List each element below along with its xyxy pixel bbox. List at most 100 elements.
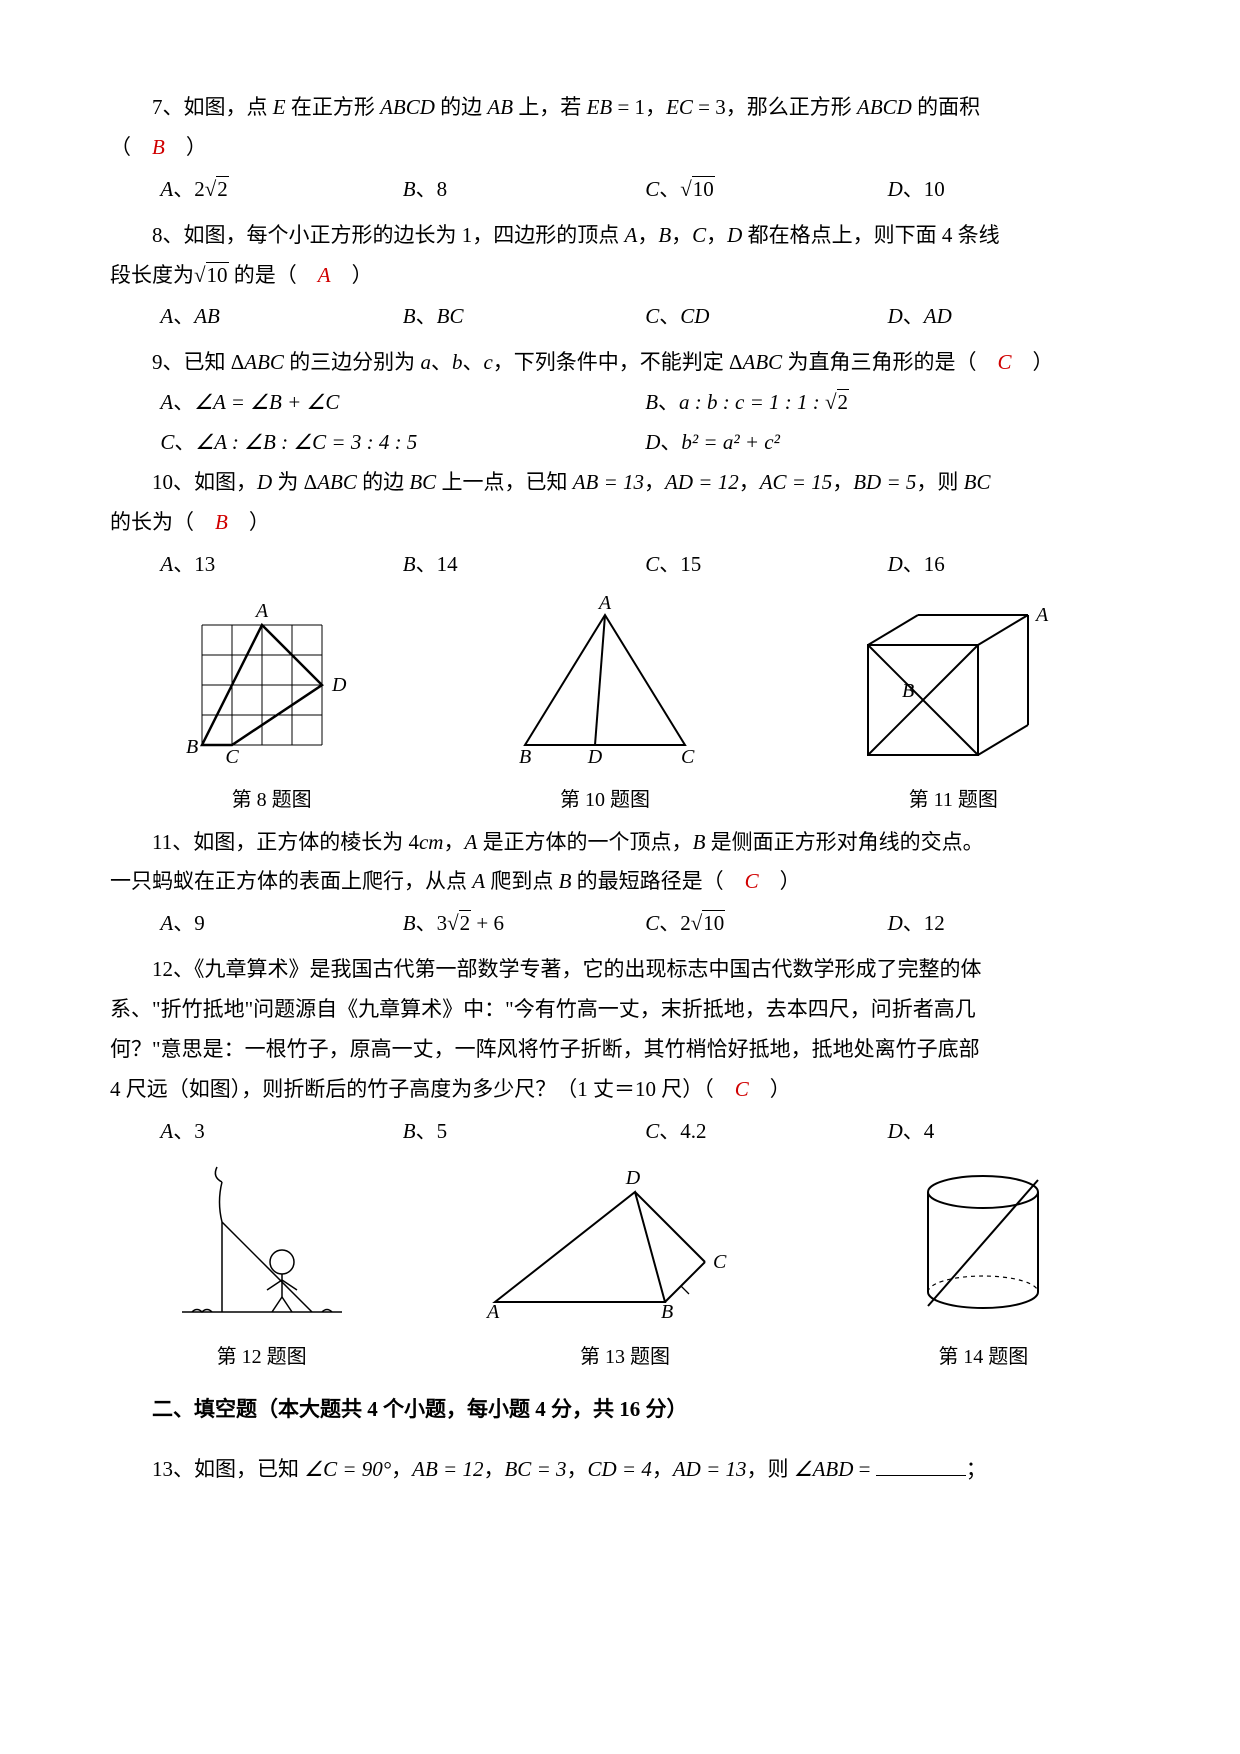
q7-optA: A、22 — [160, 170, 402, 210]
q7-tend: 的面积 — [912, 95, 980, 119]
q10-m3: 上一点，已知 — [436, 470, 573, 494]
q11A-v: 9 — [194, 911, 205, 935]
q13-line1: 13、如图，已知 ∠C = 90°，AB = 12，BC = 3，CD = 4，… — [110, 1450, 1130, 1490]
q10C-v: 15 — [680, 552, 701, 576]
q9-optB: B、a : b : c = 1 : 1 : 2 — [645, 383, 1130, 423]
q11A-l: A — [160, 911, 173, 935]
q11-options: A、9 B、32 + 6 C、210 D、12 — [110, 904, 1130, 944]
q10-c1: ， — [644, 470, 665, 494]
q11-B2: B — [559, 869, 572, 893]
q9-line1: 9、已知 ΔABC 的三边分别为 a、b、c，下列条件中，不能判定 ΔABC 为… — [110, 343, 1130, 383]
q10D-l: D — [888, 552, 903, 576]
q7-popen: （ — [110, 135, 152, 159]
q10-ABC: ABC — [317, 470, 357, 494]
q10-optB: B、14 — [403, 545, 645, 585]
q10-line1: 10、如图，D 为 ΔABC 的边 BC 上一点，已知 AB = 13，AD =… — [110, 463, 1130, 503]
q12-line3: 何？"意思是：一根竹子，原高一丈，一阵风将竹子折断，其竹梢恰好抵地，抵地处离竹子… — [110, 1030, 1130, 1070]
fig12-svg — [172, 1162, 352, 1322]
fig-q14: 第 14 题图 — [898, 1162, 1068, 1376]
q11B-sqrt: 2 — [447, 904, 471, 944]
f8-A: A — [254, 600, 269, 622]
q9-pre: 9、已知 Δ — [152, 350, 244, 374]
q11B-pre: 3 — [437, 911, 448, 935]
q7-line1: 7、如图，点 E 在正方形 ABCD 的边 AB 上，若 EB = 1，EC =… — [110, 88, 1130, 128]
q8-optC: C、CD — [645, 297, 887, 337]
f11-A: A — [1034, 604, 1049, 626]
q8A-v: AB — [194, 304, 220, 328]
q9B-l: B — [645, 390, 658, 414]
f11-B: B — [902, 680, 914, 702]
q10-answer: B — [215, 510, 228, 534]
q9B-sqrt: 2 — [825, 383, 849, 423]
q12-line2: 系、"折竹抵地"问题源自《九章算术》中："今有竹高一丈，末折抵地，去本四尺，问折… — [110, 990, 1130, 1030]
optB-sep: 、 — [416, 177, 437, 201]
q11-line2: 一只蚂蚁在正方体的表面上爬行，从点 A 爬到点 B 的最短路径是（ C ） — [110, 862, 1130, 902]
q8-pre: 8、如图，每个小正方形的边长为 1，四边形的顶点 — [152, 223, 625, 247]
q12-line1: 12、《九章算术》是我国古代第一部数学专著，它的出现标志中国古代数学形成了完整的… — [110, 950, 1130, 990]
f10-B: B — [519, 746, 531, 765]
q8-rad: 10 — [206, 262, 229, 287]
q11-pclose: ） — [759, 869, 801, 893]
q9-optD: D、b² = a² + c² — [645, 423, 1130, 463]
q12-optC: C、4.2 — [645, 1112, 887, 1152]
q7-t1: 在正方形 — [286, 95, 381, 119]
q7-t3: 上，若 — [513, 95, 587, 119]
figure-row-1: A D B C 第 8 题图 A B D C 第 10 题图 — [110, 595, 1130, 819]
q12-answer: C — [735, 1077, 749, 1101]
q12D-s: 、 — [903, 1119, 924, 1143]
optB-label: B — [403, 177, 416, 201]
q11-pre: 11、如图，正方体的棱长为 4 — [152, 830, 419, 854]
q8C-v: CD — [680, 304, 709, 328]
q11-c0: ， — [443, 830, 464, 854]
fig13-caption: 第 13 题图 — [475, 1338, 775, 1376]
q11-A: A — [464, 830, 477, 854]
q7-eq1: = 1 — [612, 95, 645, 119]
q9A-s: 、 — [173, 390, 194, 414]
q9-end: 为直角三角形的是（ — [782, 350, 997, 374]
q12A-v: 3 — [194, 1119, 205, 1143]
q13-pre: 13、如图，已知 — [152, 1457, 304, 1481]
optA-pre: 2 — [194, 177, 205, 201]
q11B-post: + 6 — [471, 911, 504, 935]
q13-c3: ， — [567, 1457, 588, 1481]
optC-rad: 10 — [692, 176, 715, 201]
q8-c2: ， — [671, 223, 692, 247]
q13-e6: ∠ABD — [794, 1457, 854, 1481]
q8C-s: 、 — [659, 304, 680, 328]
q8D-v: AD — [924, 304, 952, 328]
fig11-caption: 第 11 题图 — [838, 781, 1068, 819]
q11C-rad: 10 — [702, 910, 725, 935]
q10-e3: AC = 15 — [760, 470, 833, 494]
q13-e2: AB = 12 — [412, 1457, 483, 1481]
f10-A: A — [597, 595, 612, 614]
q7-eq2: = 3 — [693, 95, 726, 119]
q10-line2: 的长为（ B ） — [110, 503, 1130, 543]
q12C-l: C — [645, 1119, 659, 1143]
q10-BC: BC — [409, 470, 436, 494]
q7-t4: ，那么正方形 — [726, 95, 857, 119]
q10-c2: ， — [739, 470, 760, 494]
q12-optB: B、5 — [403, 1112, 645, 1152]
q13-e4: CD = 4 — [588, 1457, 652, 1481]
q9-s1: 、 — [431, 350, 452, 374]
q12B-s: 、 — [416, 1119, 437, 1143]
q11D-l: D — [888, 911, 903, 935]
q10-c3: ， — [832, 470, 853, 494]
q8B-v: BC — [437, 304, 464, 328]
q12-optA: A、3 — [160, 1112, 402, 1152]
optC-label: C — [645, 177, 659, 201]
q8-line1: 8、如图，每个小正方形的边长为 1，四边形的顶点 A，B，C，D 都在格点上，则… — [110, 216, 1130, 256]
q12D-v: 4 — [924, 1119, 935, 1143]
q12B-v: 5 — [437, 1119, 448, 1143]
q11-optA: A、9 — [160, 904, 402, 944]
q9C-s: 、 — [174, 430, 195, 454]
q10-m1: 为 Δ — [272, 470, 317, 494]
q11B-s: 、 — [416, 911, 437, 935]
q9-ABC2: ABC — [743, 350, 783, 374]
q7-options: A、22 B、8 C、10 D、10 — [110, 170, 1130, 210]
q12-l4pre: 4 尺远（如图），则折断后的竹子高度为多少尺？（1 丈＝10 尺）（ — [110, 1077, 735, 1101]
q12-line4: 4 尺远（如图），则折断后的竹子高度为多少尺？（1 丈＝10 尺）（ C ） — [110, 1070, 1130, 1110]
q7-t2: 的边 — [435, 95, 488, 119]
q9D-s: 、 — [660, 430, 681, 454]
q10A-l: A — [160, 552, 173, 576]
